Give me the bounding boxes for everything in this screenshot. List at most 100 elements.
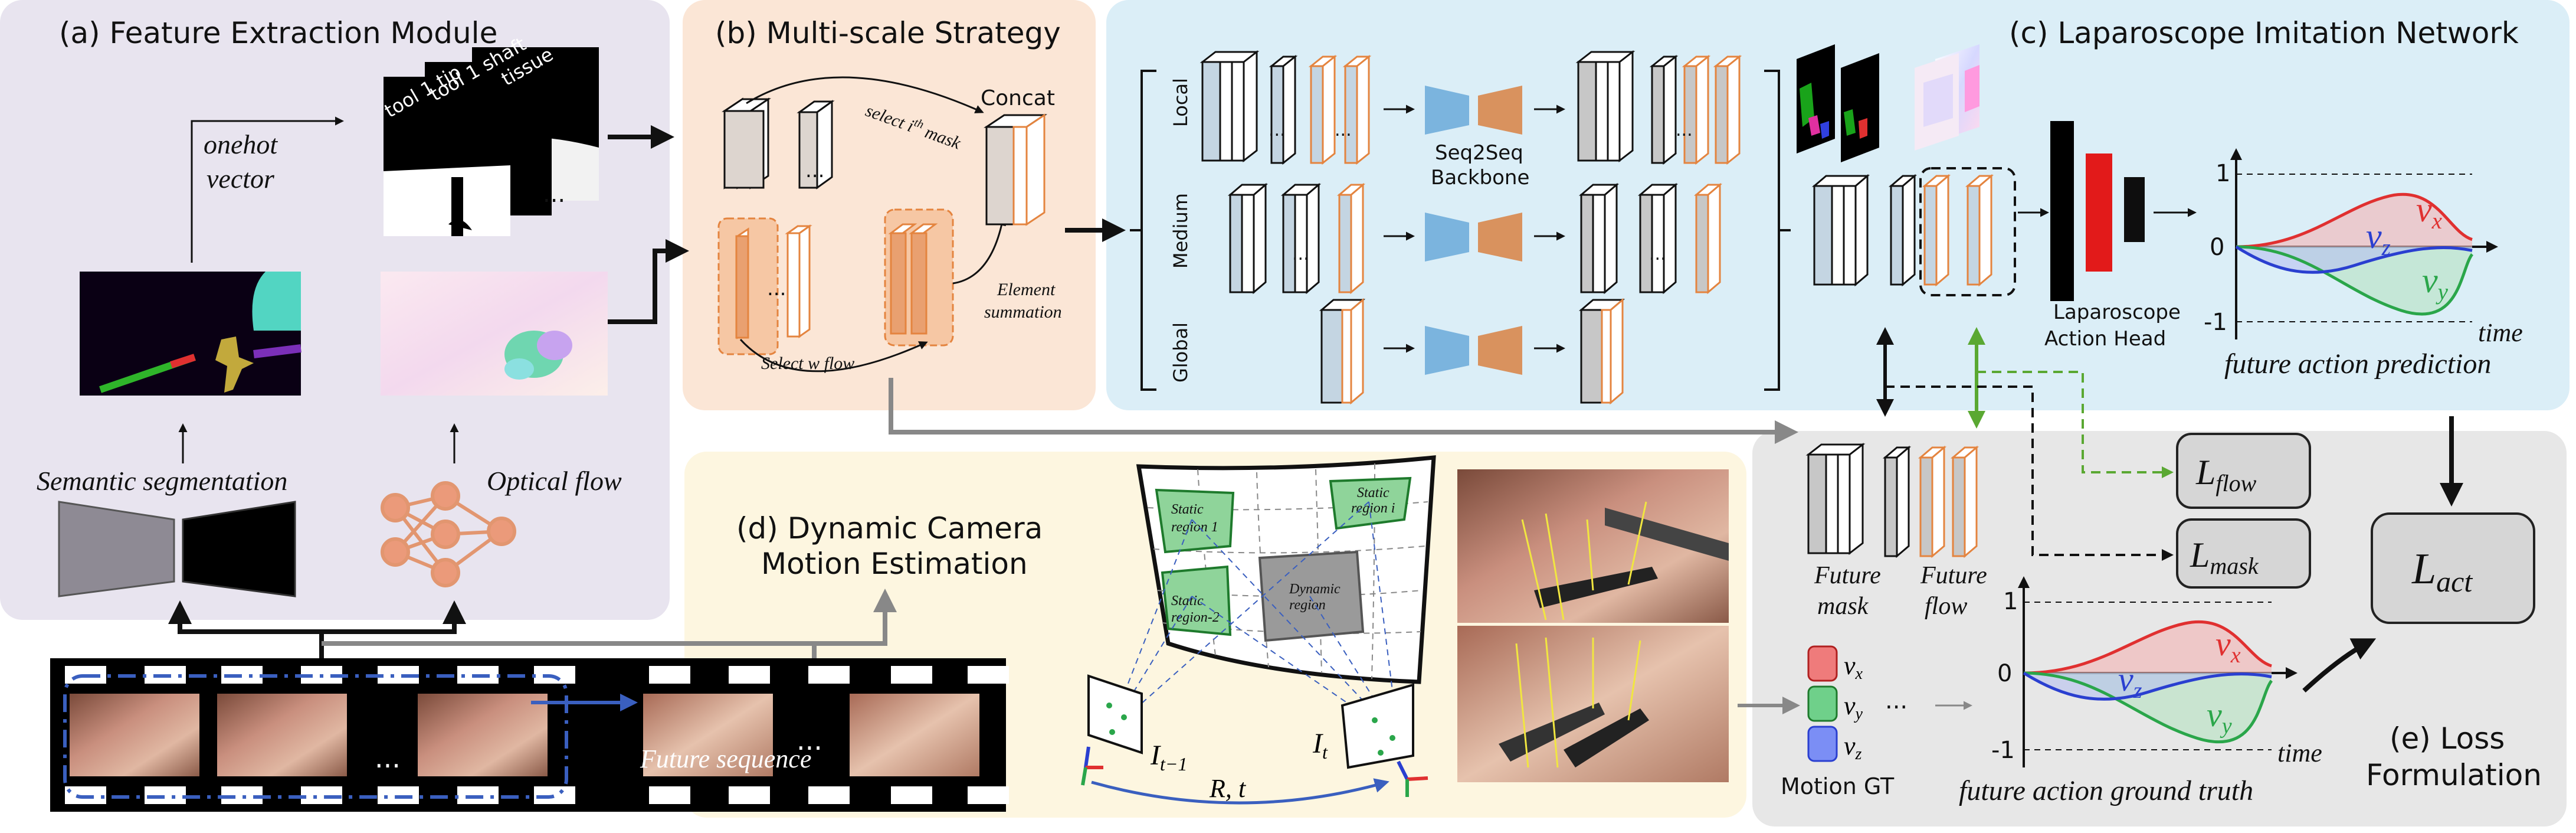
sprocket-hole <box>534 666 575 684</box>
panel-b-background <box>683 0 1096 410</box>
seq2seq-arrows <box>1384 104 1565 353</box>
loss-act-L: L <box>2411 545 2436 593</box>
optical-flow-label: Optical flow <box>487 466 622 496</box>
future-action-gt-label: future action ground truth <box>1959 775 2253 806</box>
scale-label-medium: Medium <box>1169 193 1192 269</box>
pred-vx-line <box>2236 192 2473 249</box>
optical-flow-network-icon <box>381 481 516 587</box>
loss-flow-sub: flow <box>2216 470 2256 496</box>
film-sprockets <box>65 666 1009 804</box>
camera-axes-cur <box>1397 760 1428 797</box>
sprocket-hole <box>808 786 850 804</box>
dynamic-region-line1: Dynamic <box>1289 582 1341 597</box>
sprocket-hole <box>891 786 932 804</box>
b-to-e-arrow <box>889 378 1798 444</box>
history-selection-box <box>63 674 568 799</box>
static-region-i-line2: region i <box>1351 501 1395 516</box>
motion-gt-vx <box>1807 645 1838 682</box>
ground-truth-plot: 1 0 -1 time vx vz vy <box>1991 576 2322 767</box>
local-output-ellipsis: ... <box>1676 120 1693 141</box>
flow-sum-stack <box>884 208 954 347</box>
dynamic-region-line2: region <box>1289 597 1326 613</box>
future-mask-label-line2: mask <box>1817 593 1869 620</box>
prediction-selection-box <box>1919 167 2016 296</box>
pred-time-label: time <box>2478 318 2523 347</box>
action-head-label-line1: Laparoscope <box>2053 300 2181 324</box>
frame-label-cur: It <box>1312 728 1328 763</box>
optical-flow-image <box>381 272 608 396</box>
sprocket-hole <box>729 786 770 804</box>
pred-vy-line <box>2236 245 2474 316</box>
mask-feature-stack-1 <box>722 97 771 190</box>
merged-feature-stack <box>1811 174 1994 287</box>
medium-row-input <box>1227 182 1366 295</box>
medium-output-ellipsis: ... <box>1649 244 1666 264</box>
static-region-i-line1: Static <box>1357 485 1389 501</box>
loss-mask-L: L <box>2190 535 2210 574</box>
seq2seq-backbone-medium <box>1425 213 1522 262</box>
section-b-title: (b) Multi-scale Strategy <box>715 16 1061 50</box>
future-flow-label-line2: flow <box>1925 593 1967 620</box>
pred-vz-line <box>2235 245 2473 274</box>
pred-vx-label: vx <box>2416 190 2443 234</box>
local-input-ellipsis-1: ... <box>1269 120 1286 141</box>
seq2seq-label-line2: Backbone <box>1431 166 1529 190</box>
camera-motion-label: R, t <box>1209 774 1247 803</box>
future-flow-stack <box>1882 445 1979 558</box>
local-input-ellipsis-2: ... <box>1335 120 1352 141</box>
future-sequence-label: Future sequence <box>640 744 811 773</box>
camera-axes-prev <box>1081 746 1103 786</box>
pred-tick-1: 1 <box>2216 160 2230 187</box>
scale-bracket <box>1130 70 1156 391</box>
element-summation-line1: Element <box>997 280 1056 299</box>
gt-vz-area <box>2024 673 2272 700</box>
concat-label: Concat <box>981 86 1055 110</box>
flow-feature-stack-2 <box>785 224 812 338</box>
action-head-label-line2: Action Head <box>2044 327 2166 351</box>
future-mask-label-line1: Future <box>1814 562 1881 589</box>
gt-tick-1: 1 <box>2003 588 2018 615</box>
section-d-title-line2: Motion Estimation <box>761 547 1028 581</box>
merge-bracket <box>1764 70 1791 391</box>
sprocket-hole <box>729 666 770 684</box>
pred-vz-area <box>2236 247 2472 273</box>
gt-vz-line <box>2023 671 2272 701</box>
camera-frame-cur <box>1341 683 1414 769</box>
medium-input-ellipsis: ... <box>1292 244 1309 264</box>
concat-stack <box>984 113 1047 226</box>
loss-mask-sub: mask <box>2210 553 2259 579</box>
semantic-segmentation-label: Semantic segmentation <box>37 466 287 496</box>
element-summation-curve <box>952 217 1006 285</box>
section-e-title-line2: Formulation <box>2366 758 2542 792</box>
camera-motion-arc <box>1091 778 1389 805</box>
gt-vy-area <box>2024 673 2272 742</box>
sprocket-hole <box>808 666 850 684</box>
motion-gt-label: Motion GT <box>1781 773 1895 799</box>
mask-loss-dashed-arrow <box>1885 386 2174 561</box>
gt-vz-label: vz <box>2118 660 2142 703</box>
action-head-blocks <box>2050 121 2145 301</box>
section-d-title-line1: (d) Dynamic Camera <box>736 511 1043 545</box>
pred-vx-area <box>2236 194 2472 247</box>
film-frames <box>70 694 979 776</box>
svg-text:Lflow: Lflow <box>2195 453 2257 496</box>
pred-vz-label: vz <box>2366 217 2391 260</box>
static-region-2-line1: Static <box>1171 593 1204 609</box>
flow-loss-dashed-arrow <box>1977 371 2174 478</box>
select-flow-curve <box>739 338 928 373</box>
onehot-label-line2: vector <box>207 164 275 194</box>
film-ellipsis-2: ... <box>797 724 822 756</box>
static-region-1 <box>1155 488 1235 554</box>
onehot-arrow <box>191 116 344 263</box>
seq2seq-backbone-local <box>1425 86 1522 135</box>
film-ellipsis-1: ... <box>375 742 401 774</box>
sprocket-hole <box>649 786 690 804</box>
gt-vy-line <box>2023 671 2273 744</box>
motion-gt-vy <box>1807 685 1838 722</box>
element-summation-line2: summation <box>984 302 1062 322</box>
gt-vy-label: vy <box>2207 695 2232 739</box>
gt-vx-area <box>2024 622 2272 673</box>
gt-time-label: time <box>2277 739 2322 767</box>
